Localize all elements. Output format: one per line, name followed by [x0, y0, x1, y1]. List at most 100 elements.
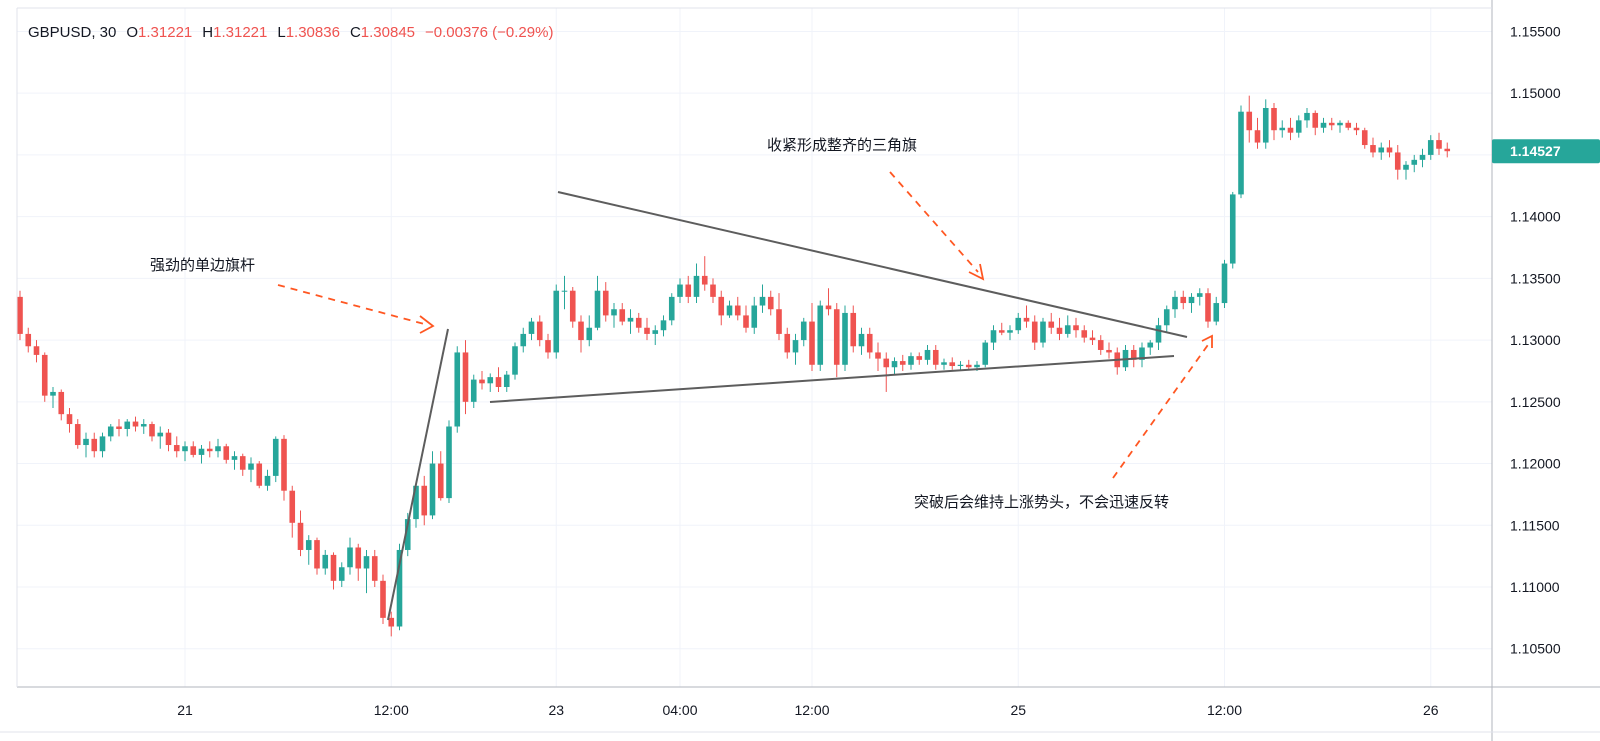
candle-body — [256, 463, 263, 486]
candle-body — [330, 554, 337, 581]
candle-body — [891, 361, 898, 368]
candle-body — [495, 377, 502, 388]
candle-bullish — [429, 451, 436, 520]
candle-body — [165, 432, 172, 446]
candle-bullish — [726, 300, 733, 318]
candle-bullish — [751, 296, 758, 334]
flagpole-arrow — [277, 284, 429, 326]
candle-bullish — [1238, 105, 1244, 199]
triangle-lower-trendline[interactable] — [489, 355, 1175, 403]
candle-body — [1221, 263, 1228, 304]
candle-body — [74, 424, 81, 446]
candle-body — [413, 485, 419, 520]
candle-bearish — [635, 312, 642, 333]
candle-bearish — [1106, 342, 1112, 359]
candle-bullish — [305, 535, 312, 565]
candle-bullish — [363, 549, 370, 594]
candle-body — [1254, 130, 1261, 143]
candle-body — [58, 391, 65, 415]
candle-bearish — [314, 537, 320, 575]
candle-body — [1394, 152, 1401, 170]
candle-bullish — [1279, 120, 1286, 138]
candle-body — [462, 352, 469, 402]
candle-body — [248, 463, 254, 470]
candle-body — [611, 309, 617, 316]
candle-body — [1031, 321, 1038, 343]
candle-bullish — [99, 432, 106, 458]
candle-body — [726, 305, 733, 316]
current-price-label: 1.14527 — [1510, 143, 1561, 159]
candle-bearish — [1353, 122, 1360, 136]
candle-bearish — [916, 352, 923, 365]
candle-body — [1130, 349, 1137, 360]
candle-body — [1287, 127, 1294, 133]
candle-bearish — [41, 352, 48, 402]
flagpole-trendline[interactable] — [387, 328, 449, 621]
candle-bullish — [487, 373, 494, 392]
candle-bearish — [66, 407, 73, 433]
candle-body — [404, 519, 411, 550]
candle-body — [1271, 107, 1277, 131]
flagpole-label: 强劲的单边旗杆 — [150, 256, 255, 274]
price-tick-label: 1.12000 — [1510, 456, 1561, 472]
candle-body — [1205, 293, 1211, 322]
candle-bullish — [1411, 154, 1418, 173]
candle-body — [883, 358, 890, 368]
candle-bullish — [677, 278, 683, 304]
candle-body — [553, 290, 560, 353]
candle-body — [479, 379, 485, 384]
candle-body — [1378, 147, 1385, 153]
candle-body — [1386, 147, 1393, 153]
candle-body — [767, 296, 774, 310]
candle-body — [965, 364, 972, 368]
candle-bullish — [1419, 148, 1426, 168]
candle-bullish — [586, 315, 593, 347]
candle-bullish — [1229, 191, 1236, 269]
candle-body — [17, 296, 23, 334]
candle-body — [957, 364, 964, 367]
candle-bearish — [1073, 317, 1079, 338]
candle-body — [190, 446, 197, 455]
price-tick-label: 1.14000 — [1510, 209, 1561, 225]
candle-body — [809, 321, 815, 365]
candles-layer — [17, 95, 1451, 637]
triangle-upper-trendline[interactable] — [557, 191, 1188, 338]
candle-body — [83, 438, 89, 446]
candle-bearish — [495, 367, 502, 392]
candle-bearish — [545, 333, 551, 359]
candle-bullish — [858, 327, 865, 355]
candle-body — [982, 342, 989, 365]
close-value: 1.30845 — [360, 24, 416, 41]
candle-body — [173, 445, 180, 452]
candle-bearish — [932, 345, 939, 370]
candle-bearish — [1386, 140, 1393, 158]
candle-bearish — [330, 552, 337, 590]
time-tick-label: 23 — [548, 702, 564, 718]
candle-bearish — [1271, 103, 1277, 141]
candle-bullish — [668, 293, 675, 326]
candle-bullish — [1320, 117, 1327, 133]
candle-body — [1097, 340, 1104, 350]
symbol-name[interactable]: GBPUSD, 30 — [28, 24, 117, 41]
breakout-arrow — [1112, 341, 1211, 479]
candle-bearish — [866, 327, 873, 359]
candle-bearish — [1345, 120, 1352, 131]
drawings-layer: 强劲的单边旗杆 收紧形成整齐的三角旗 突破后会维持上涨势头，不会迅速反转 — [150, 136, 1213, 621]
candle-bullish — [215, 438, 221, 458]
candle-body — [1353, 127, 1360, 131]
candle-bullish — [338, 562, 345, 588]
candle-bearish — [602, 282, 609, 322]
candle-body — [1229, 194, 1236, 264]
candle-bullish — [347, 537, 353, 575]
current-price-tag-bg — [1492, 139, 1600, 164]
candle-bullish — [512, 342, 518, 380]
candle-bearish — [1246, 95, 1253, 143]
candle-bearish — [91, 432, 98, 458]
candle-bullish — [1015, 312, 1022, 334]
candle-body — [1444, 148, 1451, 152]
candle-body — [866, 333, 873, 353]
candle-body — [1328, 122, 1335, 126]
candle-bullish — [231, 451, 238, 470]
candle-bearish — [949, 357, 956, 370]
